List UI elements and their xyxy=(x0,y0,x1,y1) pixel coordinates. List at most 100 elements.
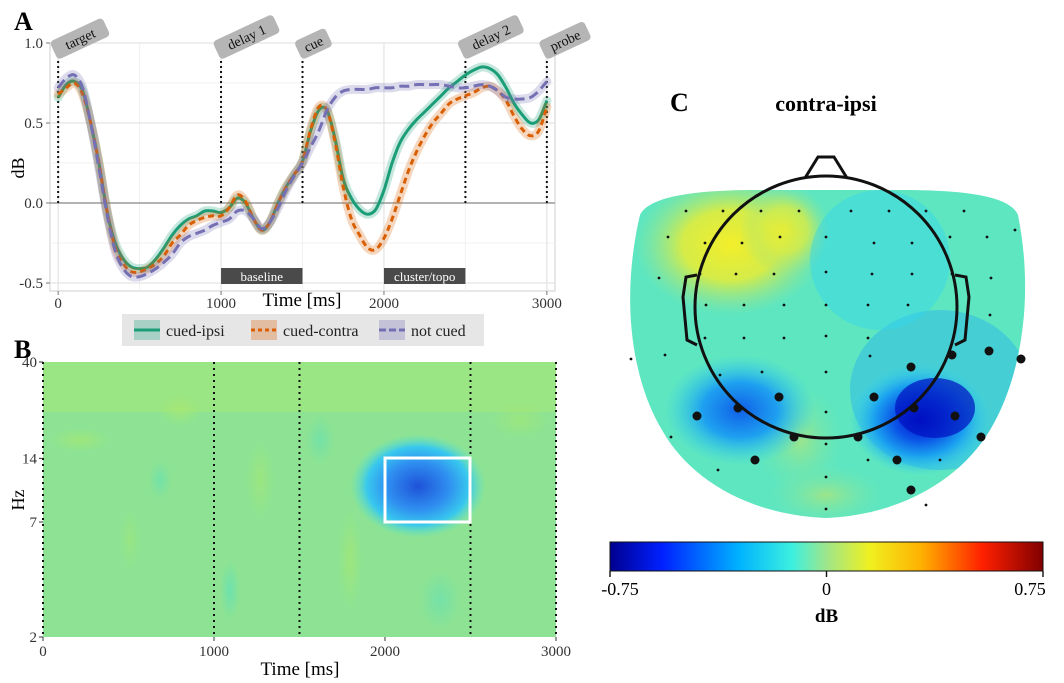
electrode xyxy=(824,235,828,239)
panel-c-letter: C xyxy=(670,88,689,117)
y-tick-label: 7 xyxy=(30,515,38,531)
panel-a-letter: A xyxy=(14,7,33,36)
y-tick-label: 0.0 xyxy=(24,196,43,212)
electrode-significant xyxy=(789,432,799,442)
y-tick-label: 1.0 xyxy=(24,36,43,52)
x-tick-label: 1000 xyxy=(199,644,229,660)
cluster-box xyxy=(383,456,472,524)
panel-b-heatmap xyxy=(43,362,556,637)
electrode xyxy=(759,209,763,213)
electrode xyxy=(989,276,993,280)
window-cluster-topo xyxy=(383,268,466,284)
event-label-box xyxy=(539,21,591,59)
event-label-cue: cue xyxy=(295,28,332,59)
panel-c-title: contra-ipsi xyxy=(775,91,876,116)
panel-a-ylabel: dB xyxy=(8,157,28,178)
panel-b-x-axis: 0 1000 2000 3000 xyxy=(39,637,571,660)
electrode xyxy=(797,209,801,213)
electrode xyxy=(669,435,673,439)
electrode-significant xyxy=(906,485,916,495)
electrode xyxy=(734,272,738,276)
event-label-text: cue xyxy=(302,34,326,56)
electrode-significant xyxy=(853,432,863,442)
window-label: baseline xyxy=(240,269,283,284)
electrode-significant xyxy=(909,403,919,413)
y-tick-label: 40 xyxy=(22,355,37,371)
electrode xyxy=(629,357,633,361)
electrode xyxy=(985,235,989,239)
colorbar-tick-label-zero: 0 xyxy=(822,579,831,599)
electrode xyxy=(824,370,828,374)
legend-label-not-cued: not cued xyxy=(411,323,466,340)
x-tick-label: 3000 xyxy=(532,296,562,312)
nose xyxy=(803,155,849,179)
panel-b-y-axis: 2 7 14 40 xyxy=(22,355,43,646)
electrode xyxy=(718,373,722,377)
panel-a-time-windows: baseline cluster/topo xyxy=(221,268,466,284)
right-ear xyxy=(954,273,971,347)
electrode xyxy=(782,336,786,340)
head-circle xyxy=(693,174,959,440)
electrode-significant xyxy=(906,362,916,372)
electrode xyxy=(938,458,942,462)
electrode xyxy=(716,468,720,472)
electrode-significant xyxy=(984,346,994,356)
panel-b-event-lines xyxy=(42,362,557,637)
electrode xyxy=(703,241,707,245)
electrode xyxy=(740,241,744,245)
y-tick-label: 0.5 xyxy=(24,116,43,132)
x-tick-label: 1000 xyxy=(206,296,236,312)
x-tick-label: 0 xyxy=(39,644,47,660)
electrode xyxy=(721,209,725,213)
colorbar: -0.75 0 0.75 dB xyxy=(601,541,1046,627)
panel-b-ylabel: Hz xyxy=(8,490,28,511)
electrode xyxy=(866,458,870,462)
colorbar-tick-label-min: -0.75 xyxy=(601,579,639,599)
y-tick-label: 2 xyxy=(30,630,38,646)
electrode xyxy=(772,272,776,276)
left-ear xyxy=(681,273,698,347)
electrode xyxy=(924,209,928,213)
event-label-box xyxy=(50,18,110,59)
electrode xyxy=(868,354,872,358)
electrode xyxy=(872,241,876,245)
electrode xyxy=(887,209,891,213)
panel-b-letter: B xyxy=(14,335,31,364)
electrode xyxy=(988,313,992,317)
electrode xyxy=(1013,228,1017,232)
electrode xyxy=(870,272,874,276)
electrode xyxy=(663,353,667,357)
panel-a: A -0.50.00.51.0 0 1000 2000 3000 target dela… xyxy=(8,7,591,346)
topomap xyxy=(630,190,1026,518)
electrode xyxy=(910,272,914,276)
electrode xyxy=(742,336,746,340)
electrode xyxy=(703,336,707,340)
electrode-significant xyxy=(733,403,743,413)
electrode xyxy=(666,235,670,239)
panel-a-x-axis: 0 1000 2000 3000 xyxy=(54,291,562,312)
colorbar-tick-label-max: 0.75 xyxy=(1014,579,1046,599)
electrodes xyxy=(629,209,1026,511)
x-tick-label: 2000 xyxy=(370,644,400,660)
electrode-significant xyxy=(947,350,957,360)
legend-key-cued-contra xyxy=(251,320,277,340)
electrode xyxy=(824,507,828,511)
y-tick-label: -0.5 xyxy=(19,276,43,292)
series-line-cued-contra xyxy=(57,81,549,275)
legend-label-cued-ipsi: cued-ipsi xyxy=(166,323,225,340)
electrode xyxy=(778,235,782,239)
window-baseline xyxy=(221,268,303,284)
x-tick-label: 0 xyxy=(54,296,62,312)
electrode xyxy=(824,334,828,338)
electrode xyxy=(824,442,828,446)
electrode xyxy=(824,475,828,479)
electrode xyxy=(906,303,910,307)
electrode xyxy=(910,241,914,245)
electrode xyxy=(824,303,828,307)
electrode xyxy=(866,336,870,340)
electrode xyxy=(824,410,828,414)
electrode xyxy=(824,270,828,274)
x-tick-label: 2000 xyxy=(369,296,399,312)
event-label-box xyxy=(458,15,524,59)
electrode xyxy=(698,272,702,276)
